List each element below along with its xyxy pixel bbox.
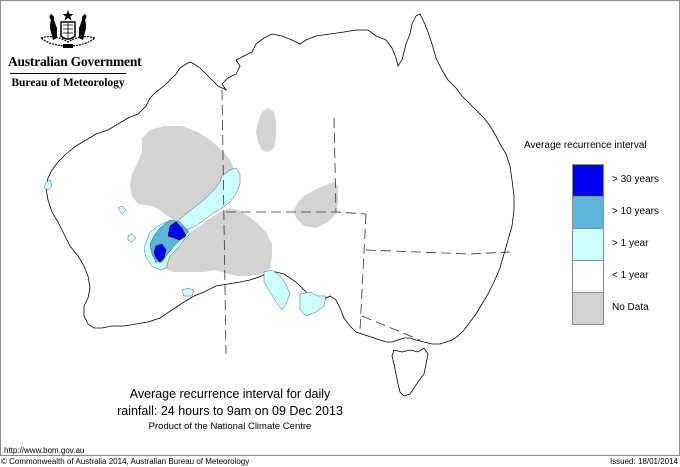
copyright-notice: © Commonwealth of Australia 2014, Austra… [1, 457, 250, 466]
legend-item-gt-10-years: > 10 years [572, 196, 680, 228]
australia-map [43, 13, 515, 397]
legend-title: Average recurrence interval [524, 140, 647, 151]
legend-item-gt-30-years: > 30 years [572, 164, 680, 196]
legend-label: > 30 years [612, 174, 659, 185]
legend-item-lt-1-year: < 1 year [572, 260, 680, 292]
tasmania-coastline [391, 347, 429, 397]
legend-item-gt-1-year: > 1 year [572, 228, 680, 260]
legend-swatch [572, 228, 604, 260]
issued-date: Issued: 18/01/2014 [609, 457, 678, 466]
gt-30-years-areas [153, 221, 187, 263]
map-title-line-2: rainfall: 24 hours to 9am on 09 Dec 2013 [117, 404, 343, 418]
legend-swatch [572, 292, 604, 325]
map-title-line-1: Average recurrence interval for daily [129, 387, 331, 401]
coat-of-arms-icon [39, 10, 97, 48]
legend-swatch [572, 196, 604, 228]
logo-divider [10, 73, 126, 74]
legend-label: No Data [612, 302, 649, 313]
legend-item-no-data: No Data [572, 292, 680, 325]
legend-swatch [572, 164, 604, 196]
legend-label: > 1 year [612, 238, 649, 249]
map-subtitle: Product of the National Climate Centre [148, 421, 312, 432]
legend-label: < 1 year [612, 270, 649, 281]
state-borders [221, 89, 511, 355]
bom-logo: Australian Government Bureau of Meteorol… [8, 8, 142, 89]
legend-items: > 30 years > 10 years > 1 year < 1 year … [572, 164, 680, 325]
bureau-name: Bureau of Meteorology [11, 77, 125, 89]
government-name: Australian Government [8, 54, 142, 69]
map-titles: Average recurrence interval for daily ra… [100, 386, 360, 433]
legend-label: > 10 years [612, 206, 659, 217]
legend-swatch [572, 260, 604, 292]
bom-url-link[interactable]: http://www.bom.gov.au [4, 446, 85, 455]
legend: Average recurrence interval > 30 years >… [518, 140, 668, 325]
